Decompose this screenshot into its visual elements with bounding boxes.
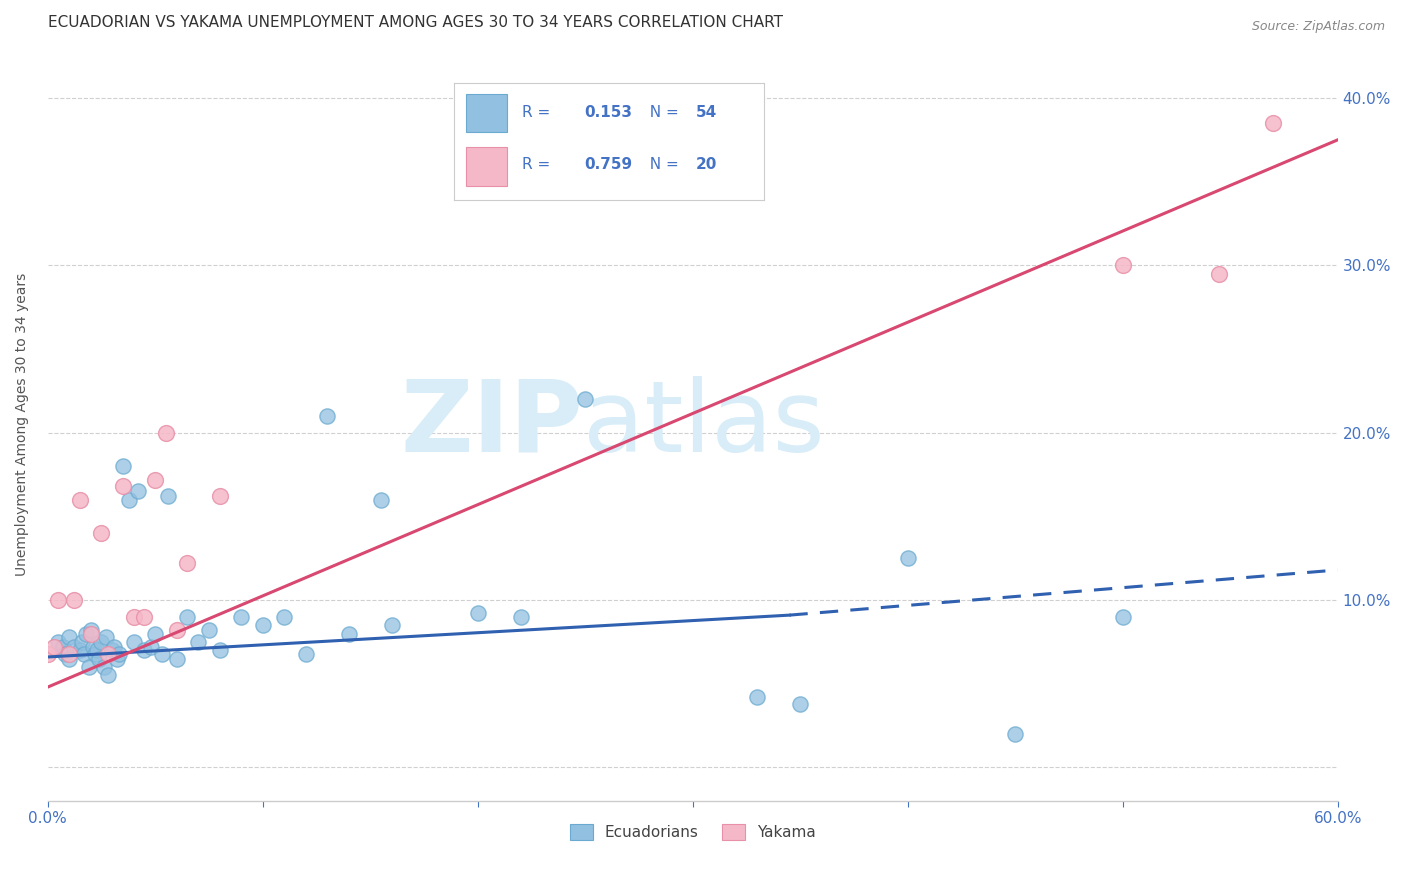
Point <box>107 647 129 661</box>
Point <box>143 473 166 487</box>
Point <box>208 643 231 657</box>
Point <box>176 609 198 624</box>
Point <box>89 651 111 665</box>
Point <box>103 640 125 654</box>
Point <box>139 640 162 654</box>
Point <box>1111 609 1133 624</box>
Point <box>73 647 96 661</box>
Point <box>58 647 80 661</box>
Point <box>127 484 149 499</box>
Point <box>62 593 84 607</box>
Point <box>157 489 180 503</box>
Point <box>80 623 103 637</box>
Point <box>273 609 295 624</box>
Point <box>134 609 156 624</box>
Point <box>155 425 177 440</box>
Point <box>118 492 141 507</box>
Point <box>77 660 100 674</box>
Point <box>1263 116 1285 130</box>
Point <box>80 626 103 640</box>
Point <box>48 593 70 607</box>
Point <box>1208 267 1230 281</box>
Point <box>94 630 117 644</box>
Point <box>897 551 920 566</box>
Point <box>93 660 115 674</box>
Point <box>48 635 70 649</box>
Point <box>69 643 91 657</box>
Point <box>1111 259 1133 273</box>
Point <box>69 492 91 507</box>
Point <box>166 623 188 637</box>
Text: ECUADORIAN VS YAKAMA UNEMPLOYMENT AMONG AGES 30 TO 34 YEARS CORRELATION CHART: ECUADORIAN VS YAKAMA UNEMPLOYMENT AMONG … <box>48 15 783 30</box>
Point <box>52 640 75 654</box>
Point <box>53 647 76 661</box>
Text: Source: ZipAtlas.com: Source: ZipAtlas.com <box>1251 20 1385 33</box>
Point <box>44 640 66 654</box>
Point <box>134 643 156 657</box>
Point <box>509 609 531 624</box>
Point <box>84 647 107 661</box>
Point <box>176 556 198 570</box>
Point <box>747 690 769 705</box>
Text: ZIP: ZIP <box>401 376 583 473</box>
Point <box>58 651 80 665</box>
Point <box>337 626 360 640</box>
Point <box>122 635 145 649</box>
Text: atlas: atlas <box>583 376 825 473</box>
Point <box>789 697 811 711</box>
Point <box>574 392 596 407</box>
Point <box>294 647 316 661</box>
Point <box>90 526 112 541</box>
Point <box>86 643 108 657</box>
Point <box>143 626 166 640</box>
Point <box>370 492 392 507</box>
Point <box>101 643 124 657</box>
Point <box>111 479 134 493</box>
Point <box>70 635 93 649</box>
Point <box>111 459 134 474</box>
Point <box>252 618 274 632</box>
Point <box>198 623 221 637</box>
Point <box>1004 727 1026 741</box>
Point <box>122 609 145 624</box>
Point <box>37 647 59 661</box>
Point <box>82 640 104 654</box>
Point <box>97 647 120 661</box>
Point <box>467 607 489 621</box>
Legend: Ecuadorians, Yakama: Ecuadorians, Yakama <box>564 818 821 846</box>
Point <box>58 630 80 644</box>
Point <box>75 626 97 640</box>
Point <box>316 409 339 423</box>
Point <box>381 618 404 632</box>
Point <box>231 609 253 624</box>
Point <box>150 647 173 661</box>
Y-axis label: Unemployment Among Ages 30 to 34 years: Unemployment Among Ages 30 to 34 years <box>15 273 30 576</box>
Point <box>208 489 231 503</box>
Point <box>105 651 128 665</box>
Point <box>62 640 84 654</box>
Point <box>90 635 112 649</box>
Point <box>166 651 188 665</box>
Point <box>187 635 209 649</box>
Point <box>97 668 120 682</box>
